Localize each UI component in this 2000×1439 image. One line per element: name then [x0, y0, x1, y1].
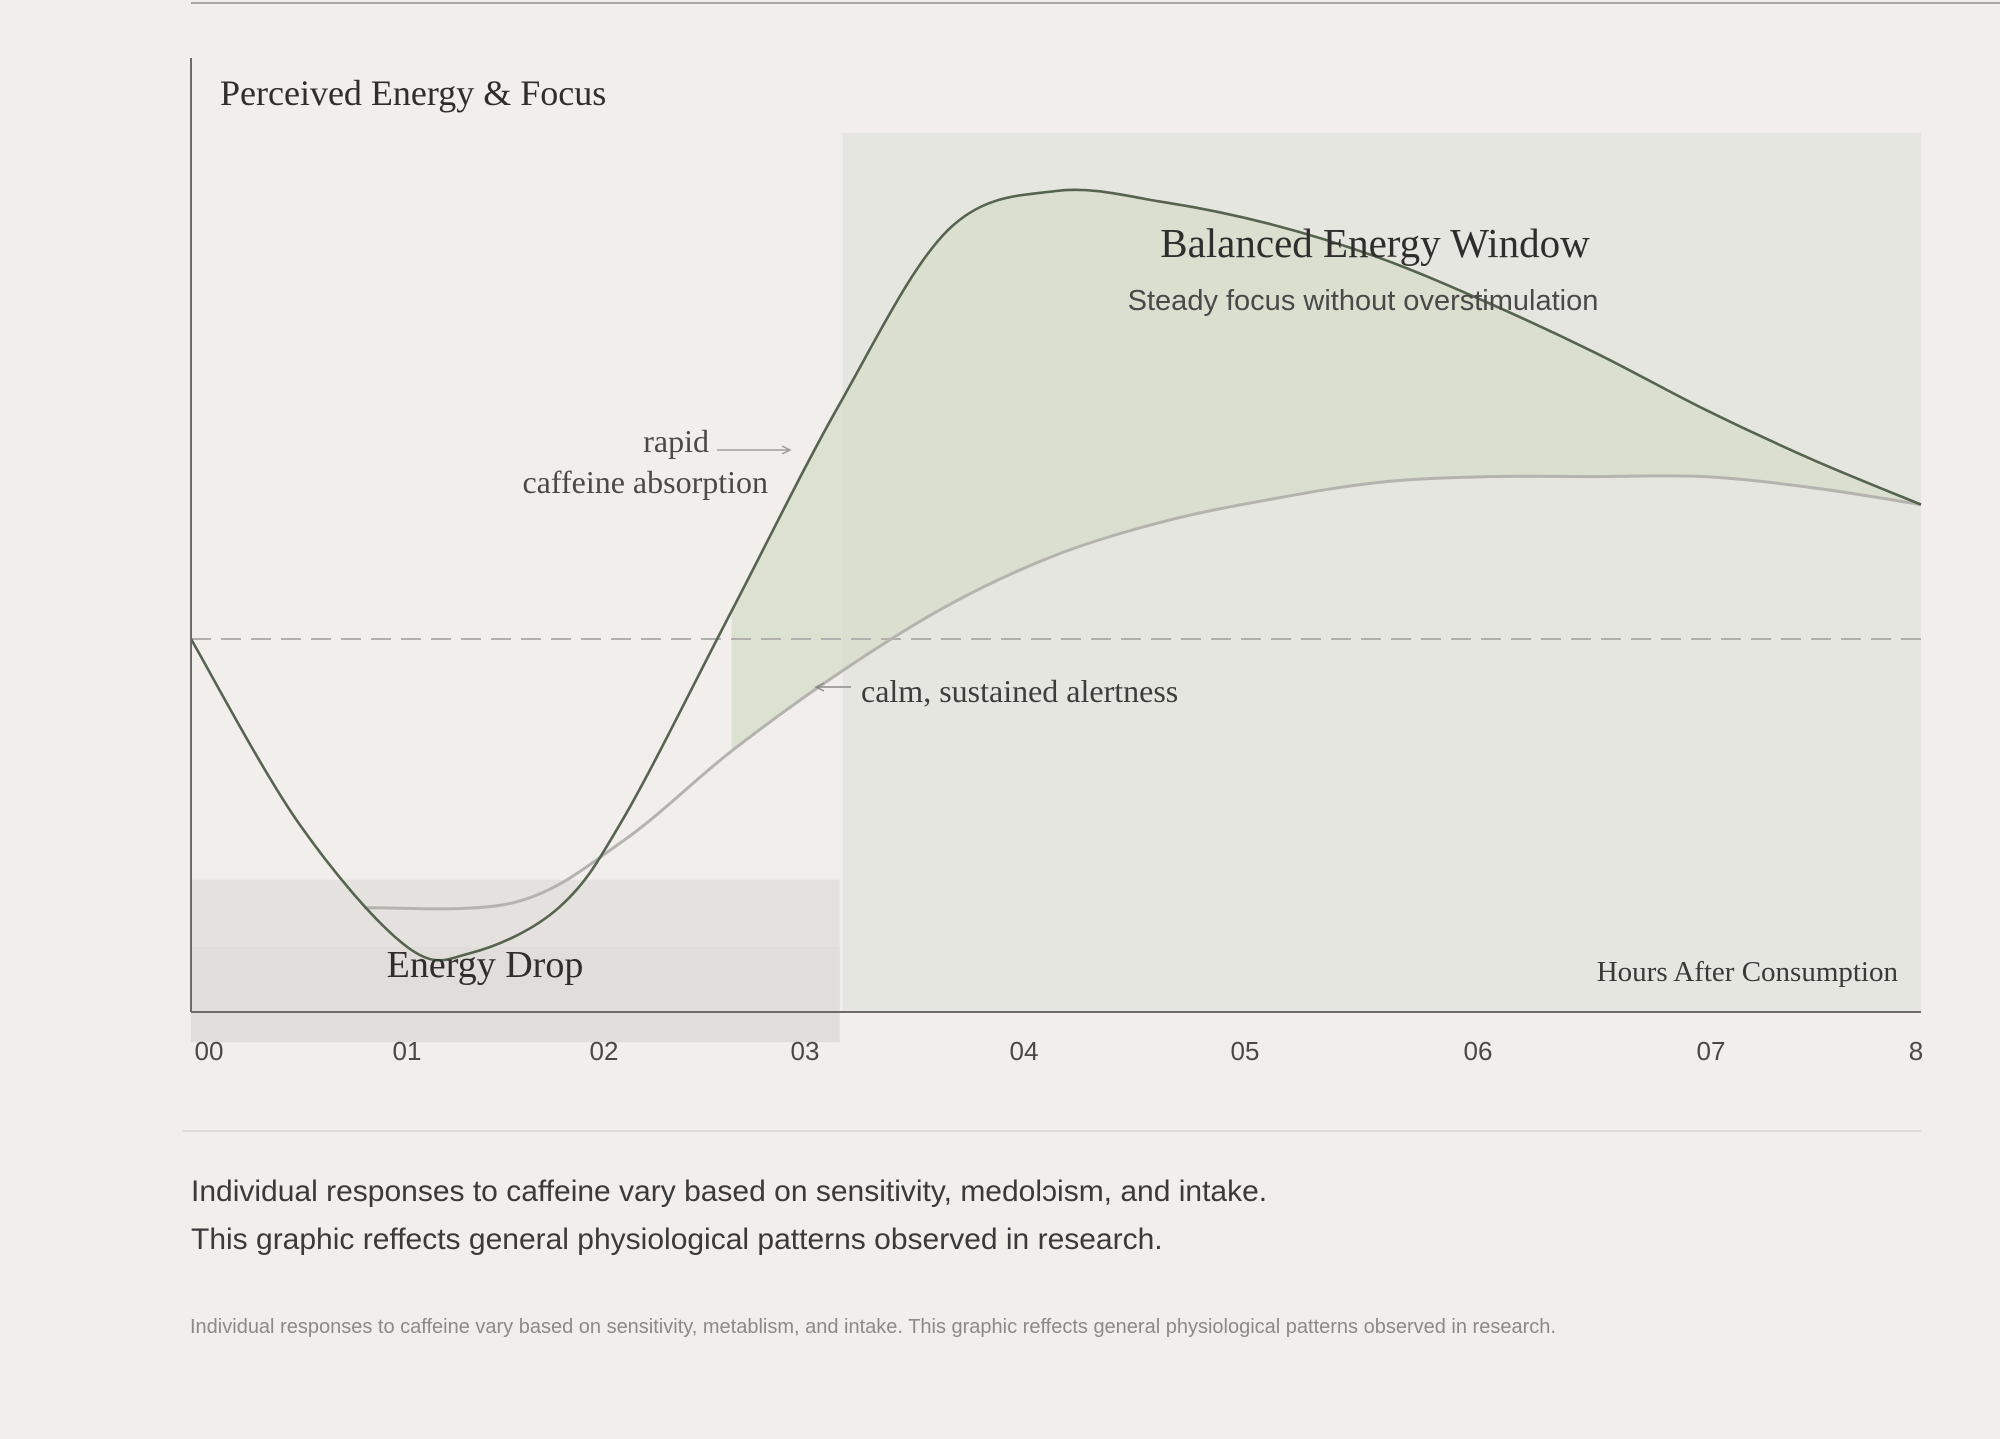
x-tick-label: 03 [791, 1036, 820, 1066]
x-tick-label: 04 [1010, 1036, 1039, 1066]
x-tick-label: 02 [590, 1036, 619, 1066]
x-axis-label: Hours After Consumption [1597, 956, 1899, 988]
arrow-right-icon [717, 445, 792, 455]
series-line-rapid-caffeine-absorption [189, 188, 1922, 962]
caption: Individual responses to caffeine vary ba… [191, 1168, 1267, 1264]
x-tick-label: 05 [1231, 1036, 1260, 1066]
chart-title: Perceived Energy & Focus [220, 73, 606, 113]
balanced-window-title: Balanced Energy Window [1160, 220, 1590, 266]
difference-fill [731, 189, 1921, 752]
series-line-calm-sustained-alertness [363, 474, 1922, 911]
annotation-rapid: rapid [643, 423, 709, 459]
x-tick-label: 07 [1697, 1036, 1726, 1066]
footnote: Individual responses to caffeine vary ba… [190, 1316, 1556, 1338]
x-tick-label: 01 [393, 1036, 422, 1066]
annotation-calm-sustained-alertness: calm, sustained alertness [861, 673, 1178, 709]
x-tick-label: 8 [1909, 1036, 1923, 1066]
arrow-left-icon [814, 682, 851, 692]
energy-drop-label: Energy Drop [387, 944, 584, 986]
x-tick-label: 06 [1464, 1036, 1493, 1066]
x-tick-label: 00 [195, 1036, 224, 1066]
energy-drop-region-band [191, 947, 840, 1043]
annotation-caffeine-absorption: caffeine absorption [522, 464, 768, 500]
x-tick-labels: 00 01 02 03 04 05 06 07 8 [195, 1036, 1924, 1066]
balanced-window-subtitle: Steady focus without overstimulation [1128, 285, 1599, 317]
caption-line-1: Individual responses to caffeine vary ba… [191, 1175, 1268, 1208]
caption-line-2: This graphic reffects general physiologi… [191, 1223, 1163, 1256]
